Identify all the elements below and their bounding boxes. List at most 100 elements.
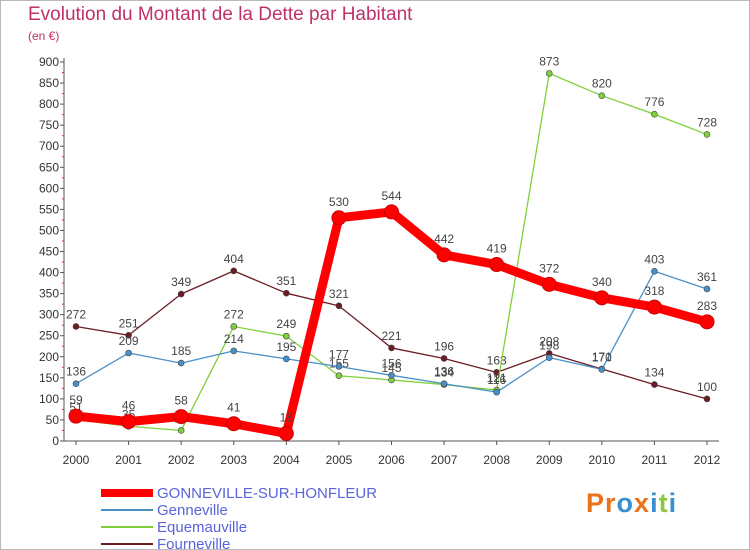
data-point-fourneville [72, 323, 80, 330]
y-tick-label: 650 [39, 160, 59, 174]
data-point-genneville [335, 363, 343, 370]
data-point-genneville [72, 380, 80, 388]
x-tick-label: 2003 [220, 453, 247, 467]
y-tick-label: 0 [52, 434, 59, 448]
data-point-genneville [703, 285, 711, 293]
x-tick-label: 2005 [326, 453, 353, 467]
data-point-equemauville [283, 332, 290, 340]
data-point-fourneville [388, 344, 395, 352]
data-label-genneville: 185 [171, 344, 191, 358]
data-point-gonneville-sur-honfleur [489, 257, 505, 273]
data-label-gonneville-sur-honfleur: 419 [487, 242, 507, 256]
data-point-fourneville [651, 381, 658, 388]
data-label-genneville: 361 [697, 270, 717, 284]
data-point-genneville [230, 347, 238, 355]
data-label-gonneville-sur-honfleur: 46 [122, 399, 136, 413]
data-label-genneville: 156 [381, 356, 401, 370]
data-label-fourneville: 221 [381, 329, 401, 343]
data-label-genneville: 403 [644, 252, 664, 266]
y-tick-label: 50 [46, 413, 60, 427]
x-tick-label: 2001 [115, 453, 142, 467]
logo-letter: P [586, 488, 606, 518]
x-tick-label: 2002 [168, 453, 195, 467]
chart-subtitle: (en €) [28, 29, 60, 43]
data-point-fourneville [283, 289, 290, 297]
data-point-genneville [388, 372, 395, 379]
logo-letter: r [605, 488, 617, 518]
data-point-gonneville-sur-honfleur [68, 408, 84, 424]
data-label-genneville: 198 [539, 339, 559, 353]
data-label-gonneville-sur-honfleur: 283 [697, 299, 717, 313]
data-label-equemauville: 134 [434, 366, 454, 380]
data-label-gonneville-sur-honfleur: 59 [69, 393, 83, 407]
data-label-fourneville: 208 [539, 334, 559, 348]
legend-swatch [101, 526, 153, 528]
data-point-gonneville-sur-honfleur [278, 425, 294, 441]
data-point-fourneville [125, 332, 132, 339]
y-tick-label: 100 [39, 392, 59, 406]
data-label-genneville: 209 [119, 334, 139, 348]
y-tick-label: 900 [39, 55, 59, 69]
data-label-fourneville: 251 [119, 316, 139, 330]
data-point-equemauville [651, 110, 658, 118]
y-tick-label: 700 [39, 139, 59, 153]
x-tick-label: 2000 [63, 453, 90, 467]
data-label-equemauville: 820 [592, 77, 612, 91]
x-tick-label: 2008 [483, 453, 510, 467]
data-point-gonneville-sur-honfleur [436, 247, 452, 263]
data-point-genneville [440, 380, 448, 388]
y-tick-label: 500 [39, 223, 59, 237]
data-label-gonneville-sur-honfleur: 58 [174, 394, 188, 408]
data-label-genneville: 195 [276, 340, 296, 354]
data-point-fourneville [335, 302, 343, 310]
data-point-equemauville [598, 92, 606, 99]
data-label-equemauville: 873 [539, 54, 559, 68]
y-tick-label: 850 [39, 76, 59, 90]
legend-label: Fourneville [157, 536, 231, 550]
legend-swatch [101, 543, 153, 545]
data-label-gonneville-sur-honfleur: 544 [381, 189, 401, 203]
data-point-equemauville [230, 323, 238, 330]
data-point-genneville [545, 354, 553, 361]
data-label-fourneville: 351 [276, 274, 296, 288]
data-point-fourneville [177, 290, 185, 298]
x-tick-label: 2004 [273, 453, 300, 467]
series-line-gonneville-sur-honfleur [71, 207, 712, 438]
data-label-equemauville: 776 [644, 95, 664, 109]
data-label-genneville: 170 [592, 350, 612, 364]
legend-label: GONNEVILLE-SUR-HONFLEUR [157, 485, 378, 502]
data-label-gonneville-sur-honfleur: 41 [227, 401, 241, 415]
logo-letter: o [616, 488, 635, 518]
logo-letter: i [650, 488, 659, 518]
proxiti-logo: Proxiti [586, 488, 677, 519]
data-label-gonneville-sur-honfleur: 340 [592, 275, 612, 289]
data-label-fourneville: 134 [644, 366, 664, 380]
data-point-gonneville-sur-honfleur [331, 210, 347, 226]
data-point-genneville [598, 366, 606, 373]
data-point-fourneville [440, 355, 448, 362]
data-label-genneville: 136 [434, 365, 454, 379]
data-label-fourneville: 163 [487, 353, 507, 367]
data-label-fourneville: 404 [224, 252, 244, 266]
data-label-equemauville: 249 [276, 317, 296, 331]
data-label-genneville: 214 [224, 332, 244, 346]
legend-swatch [101, 509, 153, 511]
data-point-genneville [125, 349, 132, 357]
data-point-gonneville-sur-honfleur [699, 314, 715, 330]
data-point-equemauville [335, 372, 343, 380]
data-point-gonneville-sur-honfleur [226, 416, 242, 432]
data-point-gonneville-sur-honfleur [541, 276, 557, 292]
data-label-gonneville-sur-honfleur: 318 [644, 284, 664, 298]
x-tick-label: 2009 [536, 453, 563, 467]
data-label-genneville: 116 [487, 373, 506, 387]
data-point-equemauville [177, 427, 185, 434]
y-tick-label: 800 [39, 97, 59, 111]
data-point-gonneville-sur-honfleur [173, 409, 189, 425]
data-point-genneville [177, 359, 185, 367]
data-label-fourneville: 321 [329, 287, 349, 301]
data-label-equemauville: 121 [487, 371, 507, 385]
data-label-fourneville: 349 [171, 275, 191, 289]
data-point-gonneville-sur-honfleur [384, 204, 399, 220]
